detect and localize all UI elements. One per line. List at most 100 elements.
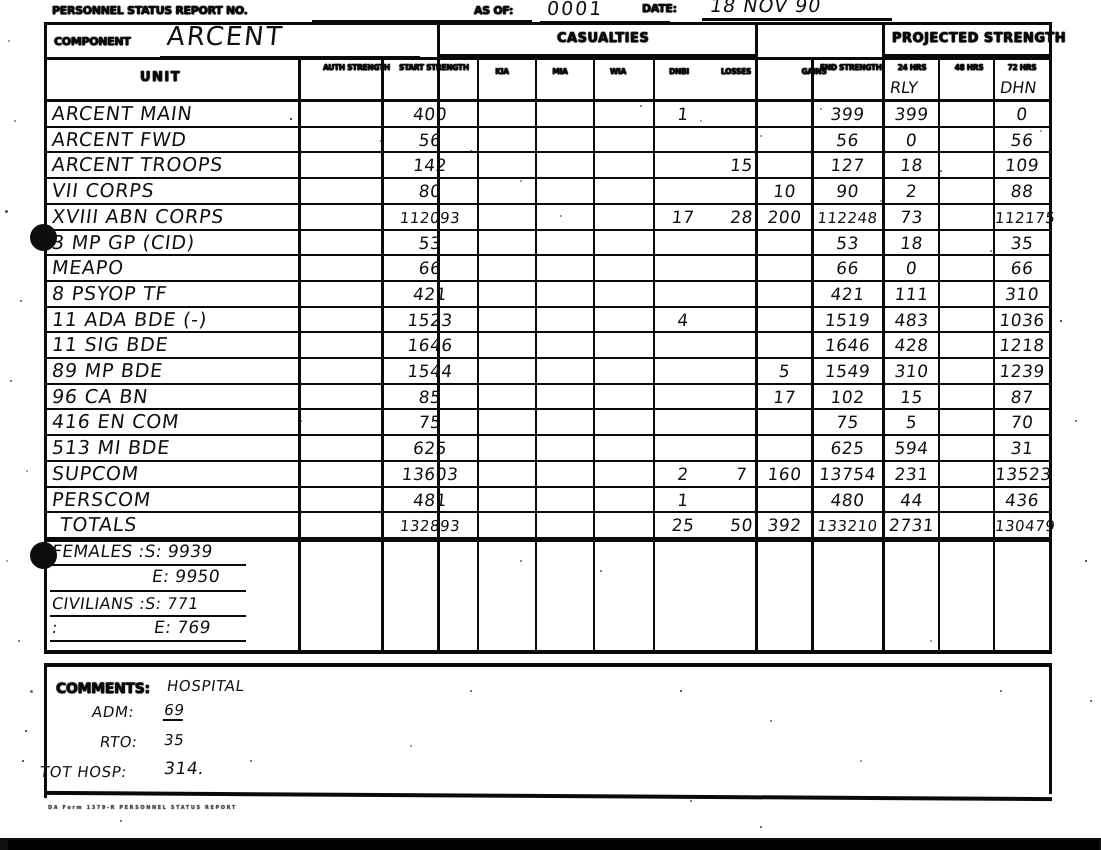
cell-h72: 88 — [994, 182, 1050, 202]
scan-speck — [410, 745, 412, 747]
annotation-24hrs: RLY — [889, 78, 919, 97]
table-row-separator — [44, 229, 1052, 231]
scan-speck — [640, 105, 642, 107]
cell-gains: 17 — [757, 388, 812, 408]
cell-h24: 111 — [884, 285, 939, 305]
scan-speck — [18, 640, 20, 642]
cell-start: 75 — [383, 413, 477, 433]
annotation-72hrs: DHN — [999, 78, 1038, 97]
cell-end: 127 — [813, 156, 882, 176]
cell-start: 112093 — [383, 209, 477, 227]
col-header-dnbi: DNBI — [661, 68, 697, 77]
unit-cell: SUPCOM — [51, 463, 141, 485]
col-header-kia: KIA — [484, 68, 520, 77]
cell-losses: 15 — [712, 156, 771, 176]
scan-speck — [930, 640, 932, 642]
grid-v-mia — [535, 57, 537, 652]
table-row-separator — [44, 486, 1052, 488]
unit-cell: ARCENT FWD — [51, 129, 188, 151]
component-label: COMPONENT — [54, 35, 131, 48]
table-row-separator — [44, 383, 1052, 385]
cell-start: 56 — [383, 131, 477, 151]
unit-cell: 8 PSYOP TF — [51, 283, 169, 305]
comments-right-border — [1049, 663, 1052, 794]
cell-h24: 428 — [884, 336, 939, 356]
cell-end: 66 — [813, 259, 882, 279]
cell-end: 480 — [813, 491, 882, 511]
civilians-end-marker: : — [51, 618, 59, 637]
scan-speck — [760, 826, 762, 828]
scan-speck — [1075, 420, 1077, 422]
cell-h72: 310 — [994, 285, 1050, 305]
cell-dnbi: 1 — [654, 491, 712, 511]
cell-dnbi: 17 — [654, 208, 712, 228]
cell-start: 142 — [383, 156, 477, 176]
cell-h72: 436 — [994, 491, 1050, 511]
cell-gains: 200 — [757, 208, 812, 228]
scan-speck — [860, 760, 862, 762]
cell-h72: 87 — [994, 388, 1050, 408]
col-header-losses: LOSSES — [712, 68, 760, 77]
females-start-rule — [50, 564, 246, 566]
cell-end: 1549 — [813, 362, 882, 382]
cell-h72: 0 — [994, 105, 1050, 125]
cell-gains: 5 — [757, 362, 812, 382]
scan-speck — [680, 690, 682, 692]
as-of-value: 0001 — [546, 0, 605, 20]
females-start: FEMALES :S: 9939 — [51, 542, 214, 562]
scan-speck — [1040, 130, 1042, 132]
cell-h24: 2 — [884, 182, 939, 202]
cell-gains: 10 — [757, 182, 812, 202]
cell-h72: 56 — [994, 131, 1050, 151]
cell-start: 85 — [383, 388, 477, 408]
cell-end: 90 — [813, 182, 882, 202]
col-header-wia: WIA — [600, 68, 636, 77]
cell-gains: 392 — [757, 516, 812, 536]
cell-h24: 0 — [884, 259, 939, 279]
scan-speck — [8, 40, 10, 42]
unit-cell: ARCENT TROOPS — [51, 154, 225, 176]
cell-end: 1646 — [813, 336, 882, 356]
scan-speck — [470, 690, 472, 692]
scan-speck — [700, 120, 702, 122]
scan-speck — [22, 760, 24, 762]
casualties-group-label: CASUALTIES — [557, 31, 649, 46]
unit-cell: 416 EN COM — [51, 411, 181, 433]
date-label: DATE: — [642, 2, 677, 15]
comments-top-border — [44, 663, 1052, 667]
losses-col-left-border — [755, 22, 758, 652]
table-row-separator — [44, 331, 1052, 333]
table-row-separator — [44, 434, 1052, 436]
comments-tot-hosp-value: 314. — [163, 759, 206, 779]
cell-h24: 399 — [884, 105, 939, 125]
civilians-end: E: 769 — [153, 618, 213, 638]
component-band-bottom — [44, 57, 1052, 60]
scan-speck — [600, 570, 602, 572]
cell-dnbi: 4 — [654, 311, 712, 331]
table-bottom-border — [44, 650, 1052, 654]
column-header-bottom — [44, 99, 1052, 102]
cell-end: 421 — [813, 285, 882, 305]
scan-speck — [6, 560, 8, 562]
table-row-separator — [44, 306, 1052, 308]
table-row-separator — [44, 460, 1052, 462]
table-row-separator — [44, 177, 1052, 179]
scan-speck — [20, 300, 22, 302]
cell-h24: 594 — [884, 439, 939, 459]
scan-speck — [690, 800, 692, 802]
scan-speck — [560, 215, 562, 217]
cell-end: 112248 — [813, 209, 882, 227]
cell-h72: 31 — [994, 439, 1050, 459]
unit-cell: MEAPO — [51, 257, 126, 279]
unit-cell: PERSCOM — [51, 489, 153, 511]
females-end: E: 9950 — [151, 567, 222, 587]
cell-start: 13603 — [383, 465, 477, 485]
scan-speck — [760, 135, 762, 137]
comments-label: COMMENTS: — [56, 681, 150, 697]
col-header-start-strength: START STRENGTH — [399, 64, 449, 73]
table-row-separator — [44, 126, 1052, 128]
cell-h72: 66 — [994, 259, 1050, 279]
scan-speck — [250, 760, 252, 762]
cell-end: 56 — [813, 131, 882, 151]
form-title: PERSONNEL STATUS REPORT NO. — [52, 4, 248, 17]
